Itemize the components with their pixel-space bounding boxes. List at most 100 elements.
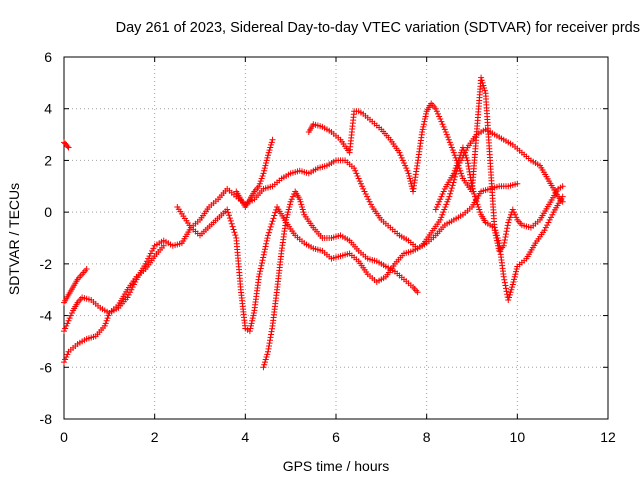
y-tick-label: 6	[44, 49, 52, 65]
series-trace-8	[305, 74, 566, 254]
data-point	[419, 128, 426, 135]
y-axis-label: SDTVAR / TECUs	[6, 183, 22, 295]
data-point	[507, 289, 514, 296]
data-point	[468, 180, 475, 187]
data-point	[268, 331, 275, 338]
data-point	[441, 126, 448, 133]
data-point	[464, 157, 471, 164]
data-point	[502, 282, 509, 289]
data-point	[436, 113, 443, 120]
data-point	[433, 108, 440, 115]
data-point	[272, 209, 279, 216]
y-tick-label: 0	[44, 204, 52, 220]
data-series	[61, 74, 566, 371]
data-point	[227, 217, 234, 224]
data-point	[491, 224, 498, 231]
data-point	[256, 180, 263, 187]
data-point	[224, 206, 231, 213]
data-point	[437, 216, 444, 223]
data-point	[455, 157, 462, 164]
data-point	[105, 312, 112, 319]
data-point	[298, 201, 305, 208]
data-point	[263, 237, 270, 244]
data-point	[432, 105, 439, 112]
data-point	[458, 170, 465, 177]
data-point	[265, 232, 271, 239]
data-point	[513, 214, 520, 221]
data-point	[263, 353, 270, 360]
data-point	[495, 237, 502, 244]
data-point	[142, 260, 149, 267]
data-point	[511, 273, 518, 280]
data-point	[299, 203, 305, 210]
y-tick-label: -2	[40, 256, 53, 272]
y-tick-label: 2	[44, 152, 52, 168]
data-point	[475, 203, 482, 210]
data-point	[451, 152, 458, 159]
data-point	[507, 214, 514, 221]
data-point	[268, 139, 275, 146]
data-point	[360, 185, 367, 192]
data-point	[459, 172, 466, 179]
data-point	[267, 223, 274, 230]
data-point	[414, 289, 421, 296]
data-point	[265, 345, 272, 352]
data-point	[261, 248, 268, 255]
data-point	[398, 154, 405, 161]
data-point	[420, 121, 427, 128]
data-point	[452, 173, 459, 180]
data-point	[512, 271, 519, 278]
data-point	[268, 221, 275, 228]
data-point	[501, 239, 508, 246]
data-point	[283, 214, 290, 221]
data-point	[440, 209, 447, 216]
data-point	[440, 123, 447, 130]
data-point	[445, 196, 452, 203]
data-point	[503, 285, 509, 292]
data-point	[471, 191, 478, 198]
x-tick-label: 10	[510, 429, 526, 445]
data-point	[150, 245, 157, 252]
data-point	[435, 201, 441, 208]
data-point	[462, 152, 469, 159]
data-point	[423, 110, 430, 117]
y-tick-label: -6	[40, 359, 53, 375]
data-point	[419, 126, 426, 133]
data-point	[453, 162, 460, 169]
data-point	[500, 273, 507, 280]
data-point	[546, 216, 553, 223]
data-point	[104, 315, 111, 322]
data-point	[361, 188, 368, 195]
data-point	[501, 279, 508, 286]
data-point	[510, 209, 517, 216]
data-point	[443, 201, 450, 208]
data-point	[364, 193, 371, 200]
data-point	[269, 325, 276, 332]
data-point	[404, 167, 411, 174]
data-point	[478, 74, 485, 81]
data-point	[269, 218, 276, 225]
data-point	[147, 250, 154, 257]
series-trace-3	[61, 266, 90, 306]
data-point	[501, 276, 508, 283]
series-trace-4	[61, 242, 167, 335]
series-trace-5	[174, 126, 566, 335]
data-point	[476, 206, 483, 213]
data-point	[249, 315, 256, 322]
data-point	[447, 187, 454, 194]
data-point	[260, 170, 267, 177]
series-trace-2	[61, 139, 72, 151]
data-point	[504, 291, 511, 298]
data-point	[228, 220, 235, 227]
data-point	[548, 214, 555, 221]
data-point	[542, 224, 549, 231]
data-point	[352, 167, 359, 174]
data-point	[296, 196, 303, 203]
data-point	[267, 337, 274, 344]
data-point	[356, 178, 363, 185]
data-point	[300, 209, 307, 216]
data-point	[503, 231, 509, 238]
data-point	[504, 222, 511, 229]
data-point	[258, 259, 265, 266]
data-point	[503, 288, 510, 295]
